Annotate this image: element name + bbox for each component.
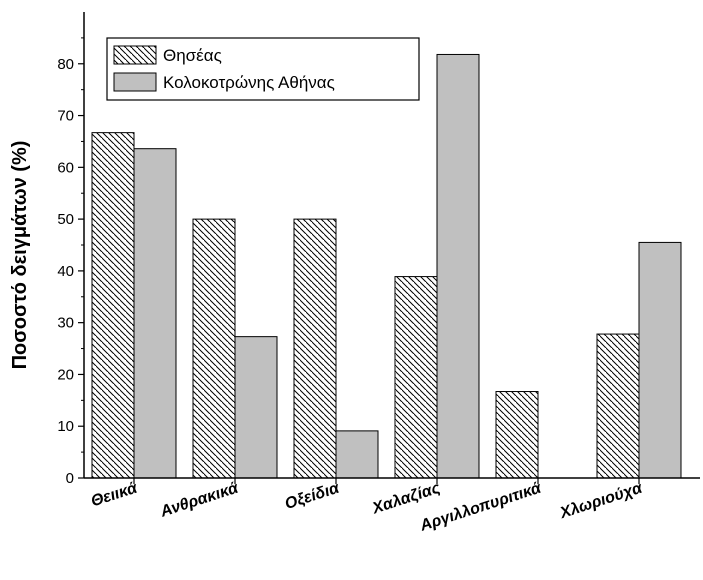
bars [91, 53, 682, 479]
bar [335, 430, 379, 479]
y-tick-label: 30 [57, 315, 74, 332]
y-tick-label: 80 [57, 56, 74, 73]
legend: Θησέας Κολοκοτρώνης Αθήνας [106, 37, 420, 101]
legend-swatch [113, 72, 157, 92]
y-tick-label: 40 [57, 263, 74, 280]
x-tick-label: Οξείδια [283, 479, 342, 513]
y-tick-label: 0 [66, 470, 74, 487]
bar [495, 391, 539, 479]
y-tick-label: 50 [57, 211, 74, 228]
legend-label: Κολοκοτρώνης Αθήνας [163, 73, 335, 92]
y-tick-label: 20 [57, 366, 74, 383]
legend-label: Θησέας [163, 46, 222, 65]
bar [394, 276, 438, 479]
bar [133, 148, 177, 479]
bar [234, 336, 278, 479]
bar [91, 132, 135, 479]
y-tick-label: 10 [57, 418, 74, 435]
x-tick-label: Χλωριούχα [557, 479, 645, 522]
y-tick-label: 60 [57, 159, 74, 176]
y-tick-label: 70 [57, 108, 74, 125]
legend-swatch [113, 45, 157, 65]
bar [638, 241, 682, 479]
x-tick-label: Χαλαζίας [370, 479, 443, 517]
bar [293, 218, 337, 479]
bar [596, 333, 640, 479]
bar [436, 53, 480, 479]
x-tick-label: Θειικά [89, 479, 140, 510]
x-tick-label: Ανθρακικά [158, 479, 242, 521]
bar [192, 218, 236, 479]
legend-box [106, 37, 420, 101]
y-axis-title: Ποσοστό δειγμάτων (%) [9, 141, 31, 370]
